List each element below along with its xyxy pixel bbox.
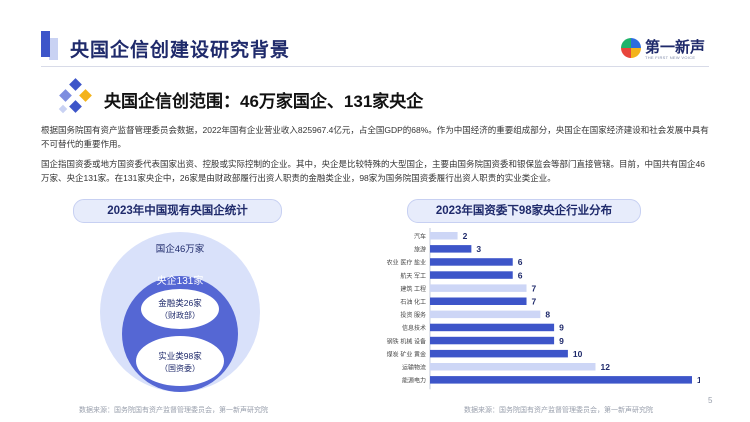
bar [430,245,472,253]
nested-circle-diagram: 国企46万家 央企131家 金融类26家 （财政部） 实业类98家 （国资委） [100,232,260,392]
category-label: 运输物流 [402,364,426,372]
brand-name: 第一新声 [645,39,706,56]
category-label: 汽车 [414,233,426,241]
data-label: 9 [559,323,564,333]
label-industrial: 实业类98家 [158,351,202,361]
right-panel-title: 2023年国资委下98家央企行业分布 [407,199,641,223]
data-label: 19 [697,375,700,385]
data-label: 3 [476,244,481,254]
category-label: 煤炭 矿业 黄金 [387,350,426,358]
data-label: 10 [573,349,583,359]
ellipse-financial [141,289,219,329]
left-source-note: 数据来源：国务院国有资产监督管理委员会，第一新声研究院 [79,407,268,414]
diamond-cluster-icon [58,78,92,114]
data-label: 8 [545,310,550,320]
page-number: 5 [708,396,713,405]
bar [430,258,513,266]
category-label: 钢铁 机械 设备 [387,337,426,345]
page-title: 央国企信创建设研究背景 [70,40,291,61]
data-label: 7 [532,297,537,307]
bar [430,349,568,358]
bar [430,284,527,292]
brand-mark-icon [621,38,641,58]
label-state-owned: 国企46万家 [156,243,205,255]
label-industrial-org: （国资委） [160,363,200,373]
category-label: 建筑 工程 [400,285,426,293]
title-divider [41,66,709,67]
label-financial: 金融类26家 [158,298,202,308]
section-subtitle: 央国企信创范围：46万家国企、131家央企 [104,92,424,111]
bar [430,271,513,279]
ellipse-industrial [136,336,224,386]
data-label: 7 [532,283,537,293]
brand-tagline: THE FIRST NEW VOICE [645,55,696,60]
title-accent-light [49,38,58,60]
data-label: 2 [463,231,468,241]
category-label: 能源电力 [402,377,426,385]
category-label: 旅游 [414,246,426,254]
paragraph-2: 国企指国资委或地方国资委代表国家出资、控股或实际控制的企业。其中，央企是比较特殊… [41,159,705,183]
brand-logo: 第一新声 THE FIRST NEW VOICE [621,35,711,61]
label-central-soe: 央企131家 [157,274,204,287]
paragraph-1: 根据国务院国有资产监督管理委员会数据，2022年国有企业营业收入825967.4… [41,125,709,149]
bar [430,363,596,371]
label-financial-org: （财政部） [160,310,200,320]
bar [430,232,458,240]
bar [430,323,555,332]
category-label: 信息技术 [402,324,426,332]
data-label: 12 [600,362,610,372]
bar [430,310,541,319]
data-label: 9 [559,336,564,346]
industry-bar-chart: 汽车 2 旅游 3 农业 医疗 盐业 6 航天 军工 6 建筑 工程 7 石油 化工 7 投资 服务 8 信… [387,228,700,390]
category-label: 农业 医疗 盐业 [387,259,426,267]
bar [430,376,692,384]
data-label: 6 [518,270,523,280]
left-panel-title: 2023年中国现有央国企统计 [73,199,282,223]
right-source-note: 数据来源：国务院国有资产监督管理委员会，第一新声研究院 [464,407,653,414]
bar [430,336,555,345]
data-label: 6 [518,257,523,267]
title-accent-dark [41,31,50,57]
category-label: 航天 军工 [400,272,426,280]
category-label: 投资 服务 [400,311,426,319]
category-label: 石油 化工 [400,298,426,306]
bar [430,297,527,305]
